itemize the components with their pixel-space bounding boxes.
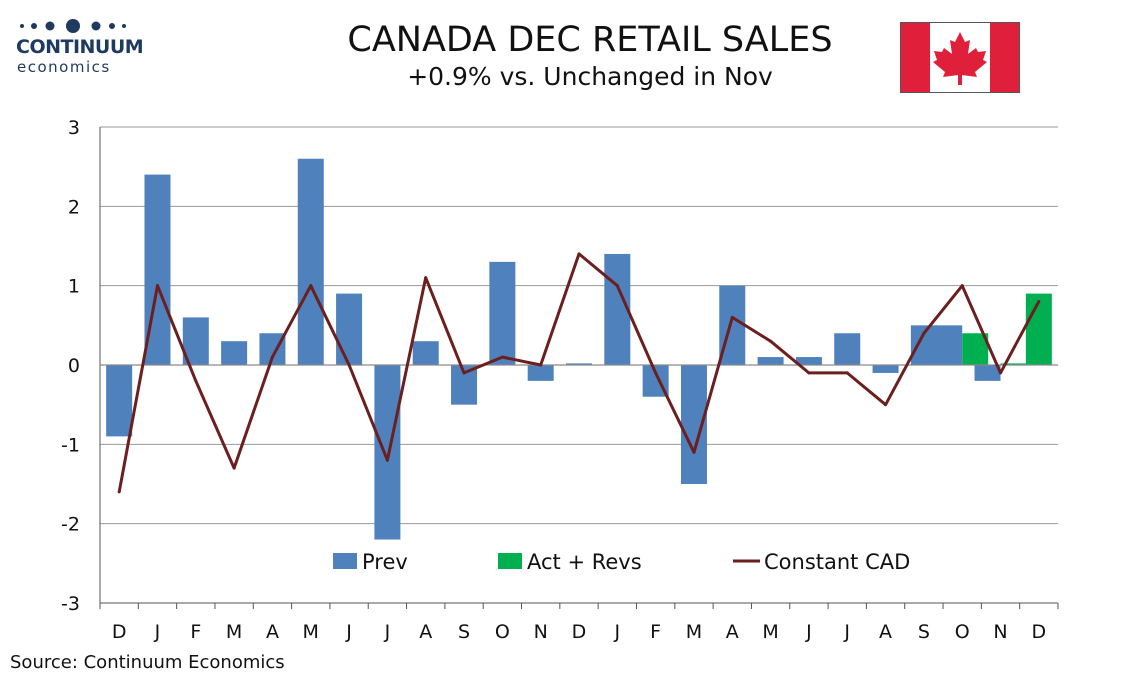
x-tick-label: F [650, 621, 661, 643]
line-constant-cad [117, 252, 1041, 493]
bar-prev [757, 357, 784, 365]
line-point [539, 363, 543, 367]
bar-prev [527, 365, 554, 381]
continuum-logo: CONTINUUM economics [14, 14, 144, 76]
x-tick-label: J [805, 621, 812, 643]
bar-prev [936, 325, 963, 365]
x-tick-label: A [419, 621, 432, 643]
bar-prev [412, 341, 439, 365]
line-point [194, 379, 198, 383]
y-tick-label: -1 [61, 434, 80, 456]
bar-prev [834, 333, 861, 365]
x-tick-label: J [614, 621, 621, 643]
logo-dots-icon [20, 19, 126, 33]
line-point [385, 458, 389, 462]
x-tick-label: N [534, 621, 548, 643]
bar-prev [489, 261, 516, 365]
line-point [807, 371, 811, 375]
line-point [155, 284, 159, 288]
y-tick-label: -2 [61, 514, 80, 536]
y-tick-label: 3 [68, 117, 80, 139]
bar-prev [297, 158, 324, 365]
legend-swatch-prev [333, 553, 357, 569]
line-point [999, 371, 1003, 375]
chart-title: CANADA DEC RETAIL SALES [347, 20, 833, 60]
x-tick-label: A [879, 621, 892, 643]
y-tick-label: 1 [68, 276, 80, 298]
bar-act-revs [1000, 363, 1027, 365]
y-tick-label: 2 [68, 196, 80, 218]
x-tick-label: J [154, 621, 161, 643]
x-tick-label: O [955, 621, 970, 643]
x-tick-label: O [495, 621, 510, 643]
legend-label-prev: Prev [362, 550, 408, 574]
line-point [1037, 300, 1041, 304]
legend-swatch-act [498, 553, 522, 569]
line-point [462, 371, 466, 375]
x-tick-label: M [686, 621, 702, 643]
line-point [309, 284, 313, 288]
line-point [884, 403, 888, 407]
bar-prev [795, 357, 822, 365]
x-tick-label: S [918, 621, 930, 643]
x-tick-label: D [112, 621, 127, 643]
y-tick-label: -3 [61, 593, 80, 615]
x-tick-label: J [345, 621, 352, 643]
line-point [500, 355, 504, 359]
x-tick-label: M [303, 621, 319, 643]
bar-prev [374, 365, 401, 540]
line-point [347, 363, 351, 367]
line-point [769, 339, 773, 343]
line-point [960, 284, 964, 288]
legend-label-act: Act + Revs [527, 550, 642, 574]
x-tick-label: D [1032, 621, 1047, 643]
line-point [577, 252, 581, 256]
line-point [270, 355, 274, 359]
line-point [730, 315, 734, 319]
line-point [845, 371, 849, 375]
canada-flag-icon [900, 22, 1020, 93]
x-tick-label: J [843, 621, 850, 643]
line-point [922, 331, 926, 335]
line-point [654, 371, 658, 375]
chart-subtitle: +0.9% vs. Unchanged in Nov [407, 62, 773, 91]
bar-prev [974, 365, 1001, 381]
bar-prev [221, 341, 248, 365]
source-note: Source: Continuum Economics [10, 652, 285, 673]
x-tick-label: A [266, 621, 279, 643]
logo-subtext: economics [17, 58, 111, 76]
x-tick-label: F [190, 621, 201, 643]
line-point [692, 450, 696, 454]
x-tick-label: D [572, 621, 587, 643]
x-tick-label: S [458, 621, 470, 643]
bar-prev [566, 363, 592, 365]
logo-wordmark: CONTINUUM [16, 36, 144, 58]
x-tick-label: M [226, 621, 242, 643]
line-point [424, 276, 428, 280]
x-tick-label: A [726, 621, 739, 643]
x-tick-label: N [993, 621, 1007, 643]
line-point [615, 284, 619, 288]
bar-act-revs [1025, 293, 1052, 365]
bar-prev [106, 365, 133, 437]
y-tick-label: 0 [68, 355, 80, 377]
line-point [232, 466, 236, 470]
x-tick-label: J [384, 621, 391, 643]
x-tick-label: M [762, 621, 778, 643]
bar-prev [336, 293, 363, 365]
legend-label-line: Constant CAD [764, 550, 910, 574]
bar-prev [872, 365, 899, 373]
bar-prev [604, 253, 631, 365]
line-point [117, 490, 121, 494]
